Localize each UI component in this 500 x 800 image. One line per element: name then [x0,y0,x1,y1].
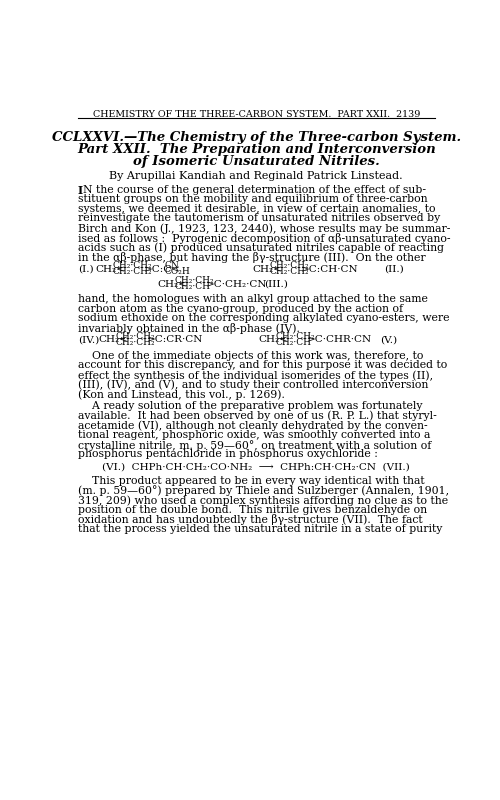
Text: N the course of the general determination of the effect of sub-: N the course of the general determinatio… [82,185,426,194]
Text: stituent groups on the mobility and equilibrium of three-carbon: stituent groups on the mobility and equi… [78,194,428,204]
Text: One of the immediate objects of this work was, therefore, to: One of the immediate objects of this wor… [78,351,424,361]
Text: CH₂·CH₂: CH₂·CH₂ [270,267,310,276]
Text: CH₂<: CH₂< [96,265,126,274]
Text: (III.): (III.) [264,280,288,289]
Text: 319, 209) who used a complex synthesis affording no clue as to the: 319, 209) who used a complex synthesis a… [78,495,448,506]
Text: (V.): (V.) [380,335,398,345]
Text: I: I [78,185,83,195]
Text: (I.): (I.) [78,265,94,274]
Text: CCLXXVI.—The Chemistry of the Three-carbon System.: CCLXXVI.—The Chemistry of the Three-carb… [52,130,461,144]
Text: Birch and Kon (J., 1923, 123, 2440), whose results may be summar-: Birch and Kon (J., 1923, 123, 2440), who… [78,223,450,234]
Text: CH₂<: CH₂< [252,265,282,274]
Text: CH₂·CH: CH₂·CH [276,338,312,346]
Text: CO₂H: CO₂H [164,267,190,276]
Text: CH₂·CH₂: CH₂·CH₂ [270,261,310,270]
Text: systems, we deemed it desirable, in view of certain anomalies, to: systems, we deemed it desirable, in view… [78,204,436,214]
Text: (m. p. 59—60°) prepared by Thiele and Sulzberger (Annalen, 1901,: (m. p. 59—60°) prepared by Thiele and Su… [78,486,449,497]
Text: (III), (IV), and (V), and to study their controlled interconversion: (III), (IV), and (V), and to study their… [78,380,428,390]
Text: hand, the homologues with an alkyl group attached to the same: hand, the homologues with an alkyl group… [78,294,428,304]
Text: CH₂·CH₂: CH₂·CH₂ [175,276,214,285]
Text: tional reagent, phosphoric oxide, was smoothly converted into a: tional reagent, phosphoric oxide, was sm… [78,430,430,440]
Text: of Isomeric Unsaturated Nitriles.: of Isomeric Unsaturated Nitriles. [133,155,380,168]
Text: sodium ethoxide on the corresponding alkylated cyano-esters, were: sodium ethoxide on the corresponding alk… [78,313,450,323]
Text: (II.): (II.) [384,265,404,274]
Text: CH₂<: CH₂< [158,280,188,289]
Text: >C·CHR·CN: >C·CHR·CN [306,335,372,345]
Text: CH₂·CH: CH₂·CH [175,282,211,291]
Text: By Arupillai Kandiah and Reginald Patrick Linstead.: By Arupillai Kandiah and Reginald Patric… [110,170,403,181]
Text: acids such as (I) produced unsaturated nitriles capable of reacting: acids such as (I) produced unsaturated n… [78,242,444,253]
Text: acetamide (VI), although not cleanly dehydrated by the conven-: acetamide (VI), although not cleanly deh… [78,421,428,431]
Text: CN: CN [164,261,179,270]
Text: CH₂·CH₂: CH₂·CH₂ [113,261,152,270]
Text: A ready solution of the preparative problem was fortunately: A ready solution of the preparative prob… [78,402,422,411]
Text: CH₂·CH₂: CH₂·CH₂ [113,267,152,276]
Text: invariably obtained in the αβ-phase (IV).: invariably obtained in the αβ-phase (IV)… [78,322,300,334]
Text: phosphorus pentachloride in phosphorus oxychloride :: phosphorus pentachloride in phosphorus o… [78,450,378,459]
Text: >C:CH·CN: >C:CH·CN [301,265,358,274]
Text: effect the synthesis of the individual isomerides of the types (II),: effect the synthesis of the individual i… [78,370,433,381]
Text: CH₂<: CH₂< [258,335,288,345]
Text: CH₂·CH₂: CH₂·CH₂ [116,338,156,346]
Text: carbon atom as the cyano-group, produced by the action of: carbon atom as the cyano-group, produced… [78,303,403,314]
Text: >C:CR·CN: >C:CR·CN [147,335,204,345]
Text: CHEMISTRY OF THE THREE-CARBON SYSTEM.  PART XXII.  2139: CHEMISTRY OF THE THREE-CARBON SYSTEM. PA… [92,110,420,119]
Text: This product appeared to be in every way identical with that: This product appeared to be in every way… [78,476,424,486]
Text: CH₂·CH₂: CH₂·CH₂ [276,332,316,341]
Text: in the αβ-phase, but having the βγ-structure (III).  On the other: in the αβ-phase, but having the βγ-struc… [78,252,426,263]
Text: position of the double bond.  This nitrile gives benzaldehyde on: position of the double bond. This nitril… [78,505,427,515]
Text: CH₂<: CH₂< [98,335,128,345]
Text: CH₂·CH₂: CH₂·CH₂ [116,332,156,341]
Text: Part XXII.  The Preparation and Interconversion: Part XXII. The Preparation and Interconv… [77,143,436,156]
Text: (VI.)  CHPh·CH·CH₂·CO·NH₂  ⟶  CHPh:CH·CH₂·CN  (VII.): (VI.) CHPh·CH·CH₂·CO·NH₂ ⟶ CHPh:CH·CH₂·C… [102,462,410,471]
Text: (Kon and Linstead, this vol., p. 1269).: (Kon and Linstead, this vol., p. 1269). [78,390,285,400]
Text: account for this discrepancy, and for this purpose it was decided to: account for this discrepancy, and for th… [78,361,448,370]
Text: >C·CH₂·CN: >C·CH₂·CN [206,280,268,289]
Text: (IV.): (IV.) [78,335,99,345]
Text: >C:C<: >C:C< [144,265,181,274]
Text: available.  It had been observed by one of us (R. P. L.) that styryl-: available. It had been observed by one o… [78,411,437,422]
Text: ised as follows :  Pyrogenic decomposition of αβ-unsaturated cyano-: ised as follows : Pyrogenic decompositio… [78,233,450,244]
Text: reinvestigate the tautomerism of unsaturated nitriles observed by: reinvestigate the tautomerism of unsatur… [78,214,440,223]
Text: oxidation and has undoubtedly the βγ-structure (VII).  The fact: oxidation and has undoubtedly the βγ-str… [78,514,422,526]
Text: that the process yielded the unsaturated nitrile in a state of purity: that the process yielded the unsaturated… [78,524,442,534]
Text: crystalline nitrile, m. p. 59—60°, on treatment with a solution of: crystalline nitrile, m. p. 59—60°, on tr… [78,440,432,450]
